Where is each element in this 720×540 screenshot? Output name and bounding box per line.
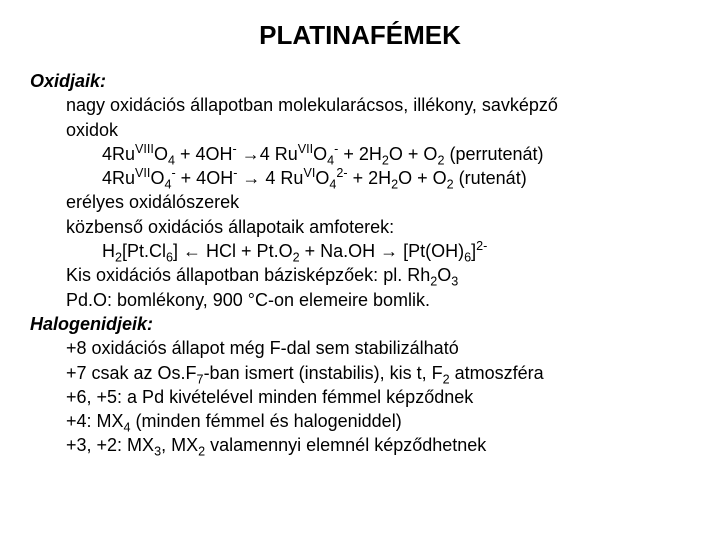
line-p4: +4: MX4 (minden fémmel és halogeniddel) [30, 409, 690, 433]
sub: 3 [451, 275, 458, 289]
sup: VII [135, 166, 150, 180]
sub: 2 [447, 178, 454, 192]
line-kozb: közbenső oxidációs állapotaik amfoterek: [30, 215, 690, 239]
t: (minden fémmel és halogeniddel) [131, 411, 402, 431]
t: + Na.OH → [Pt(OH) [300, 241, 465, 261]
slide-title: PLATINAFÉMEK [30, 20, 690, 51]
line-p8: +8 oxidációs állapot még F-dal sem stabi… [30, 336, 690, 360]
line-p32: +3, +2: MX3, MX2 valamennyi elemnél képz… [30, 433, 690, 457]
equation-1: 4RuVIIIO4 + 4OH- →4 RuVIIO4- + 2H2O + O2… [30, 142, 690, 166]
sup: 2- [336, 166, 347, 180]
equation-3: H2[Pt.Cl6] ← HCl + Pt.O2 + Na.OH → [Pt(O… [30, 239, 690, 263]
t: + 2H [348, 168, 392, 188]
t: + 4OH [176, 168, 234, 188]
t: valamennyi elemnél képződhetnek [205, 435, 486, 455]
t: 4Ru [102, 168, 135, 188]
t: +4: MX [66, 411, 124, 431]
t: O [437, 265, 451, 285]
t: O [315, 168, 329, 188]
line-erelyes: erélyes oxidálószerek [30, 190, 690, 214]
t: + 4OH [175, 144, 233, 164]
t: +3, +2: MX [66, 435, 154, 455]
t: Kis oxidációs állapotban bázisképzőek: p… [66, 265, 430, 285]
t: O [150, 168, 164, 188]
t: H [102, 241, 115, 261]
line-kis-oxid: Kis oxidációs állapotban bázisképzőek: p… [30, 263, 690, 287]
line-pdo: Pd.O: bomlékony, 900 °C-on elemeire boml… [30, 288, 690, 312]
t: atmoszféra [450, 363, 544, 383]
text: nagy oxidációs állapotban molekularácsos… [66, 95, 558, 115]
equation-2: 4RuVIIO4- + 4OH- → 4 RuVIO42- + 2H2O + O… [30, 166, 690, 190]
line-p65: +6, +5: a Pd kivételével minden fémmel k… [30, 385, 690, 409]
line-oxid-desc: nagy oxidációs állapotban molekularácsos… [30, 93, 690, 117]
t: O + O [398, 168, 447, 188]
sup: VII [298, 142, 313, 156]
t: O [313, 144, 327, 164]
sup: 2- [476, 239, 487, 253]
t: 4Ru [102, 144, 135, 164]
t: (rutenát) [454, 168, 527, 188]
t: [Pt.Cl [122, 241, 166, 261]
t: → 4 Ru [237, 168, 303, 188]
line-oxid-desc2: oxidok [30, 118, 690, 142]
t: ] ← HCl + Pt.O [173, 241, 293, 261]
t: +7 csak az Os.F [66, 363, 197, 383]
heading-oxidjaik: Oxidjaik: [30, 69, 690, 93]
t: O [154, 144, 168, 164]
slide-content: Oxidjaik: nagy oxidációs állapotban mole… [30, 69, 690, 458]
heading-halogen: Halogenidjeik: [30, 312, 690, 336]
t: -ban ismert (instabilis), kis t, F [204, 363, 443, 383]
t: O + O [389, 144, 438, 164]
text: oxidok [66, 120, 118, 140]
slide-container: PLATINAFÉMEK Oxidjaik: nagy oxidációs ál… [0, 0, 720, 478]
line-p7: +7 csak az Os.F7-ban ismert (instabilis)… [30, 361, 690, 385]
t: + 2H [338, 144, 382, 164]
t: (perrutenát) [444, 144, 543, 164]
sup: VIII [135, 142, 154, 156]
t: →4 Ru [237, 144, 298, 164]
sup: VI [303, 166, 315, 180]
t: , MX [161, 435, 198, 455]
